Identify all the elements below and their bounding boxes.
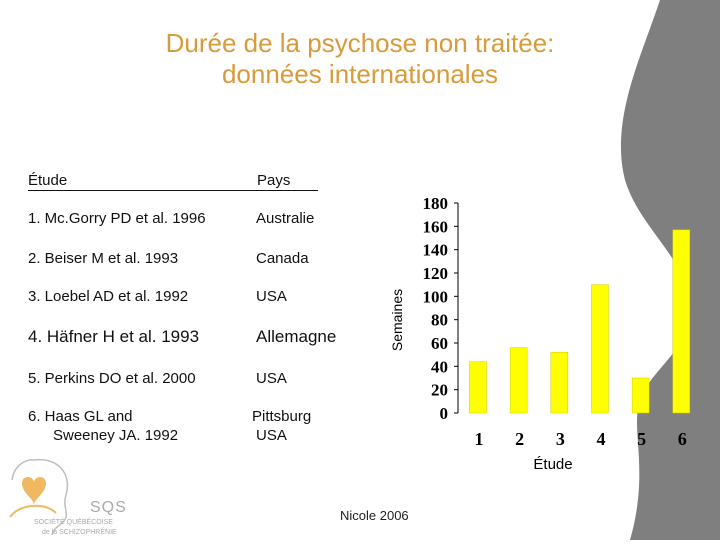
column-header-country: Pays — [250, 172, 318, 191]
bar-chart: 0 20 40 60 80 100 120 140 160 180 Semaines 1 2 3 4 5 6 Ét… — [389, 194, 691, 473]
y-tick-label: 0 — [440, 404, 449, 423]
x-tick-label: 4 — [596, 429, 605, 449]
column-header-study: Étude — [28, 172, 250, 191]
country-row-6-line-2: USA — [256, 427, 287, 444]
bar-5 — [631, 377, 650, 414]
bar-2 — [509, 347, 528, 414]
study-row-6: 6. Haas GL and Sweeney JA. 1992 — [28, 407, 178, 445]
study-row-3: 3. Loebel AD et al. 1992 — [28, 288, 189, 305]
logo-abbrev: SQS — [90, 499, 127, 516]
bar-3 — [550, 352, 569, 414]
sqs-logo: SQS SOCIÉTÉ QUÉBÉCOISE de la SCHIZOPHRÉN… — [4, 455, 164, 540]
bar-1 — [469, 361, 487, 414]
title-line-2: données internationales — [221, 59, 499, 89]
country-row-1: Australie — [256, 210, 315, 227]
country-row-6-line-1: Pittsburg — [252, 408, 312, 425]
bar-6 — [672, 229, 691, 414]
logo-line-1: SOCIÉTÉ QUÉBÉCOISE — [34, 519, 113, 526]
x-tick-label: 5 — [637, 429, 646, 449]
x-tick-label: 6 — [678, 429, 687, 449]
country-row-6: Pittsburg USA — [252, 407, 311, 445]
slide-title: Durée de la psychose non traitée: donnée… — [0, 28, 720, 90]
y-tick-label: 80 — [431, 311, 448, 330]
study-row-6-line-2: Sweeney JA. 1992 — [53, 427, 179, 444]
y-axis-label: Semaines — [389, 289, 405, 351]
y-tick-label: 60 — [431, 334, 448, 353]
x-tick-label: 3 — [556, 429, 565, 449]
x-axis-label: Étude — [533, 456, 572, 473]
y-tick-label: 40 — [431, 357, 448, 376]
x-tick-label: 2 — [515, 429, 524, 449]
y-tick-label: 20 — [431, 381, 448, 400]
heart-icon — [22, 477, 46, 505]
y-tick-label: 180 — [423, 194, 449, 213]
logo-line-2: de la SCHIZOPHRÉNIE — [42, 529, 117, 536]
country-row-2: Canada — [256, 250, 309, 267]
study-row-6-line-1: 6. Haas GL and — [28, 408, 133, 425]
y-tick-label: 120 — [423, 264, 449, 283]
study-row-2: 2. Beiser M et al. 1993 — [28, 250, 179, 267]
title-line-1: Durée de la psychose non traitée: — [165, 28, 555, 58]
bar-4 — [591, 284, 609, 414]
x-tick-label: 1 — [475, 429, 484, 449]
y-tick-label: 100 — [423, 287, 449, 306]
study-row-5: 5. Perkins DO et al. 2000 — [28, 370, 196, 387]
study-row-4: 4. Häfner H et al. 1993 — [28, 327, 200, 346]
y-tick-label: 140 — [423, 241, 449, 260]
country-row-4: Allemagne — [256, 327, 337, 346]
study-row-1: 1. Mc.Gorry PD et al. 1996 — [28, 210, 206, 227]
y-tick-label: 160 — [423, 217, 449, 236]
country-row-3: USA — [256, 288, 287, 305]
country-row-5: USA — [256, 370, 287, 387]
credit-text: Nicole 2006 — [340, 508, 409, 523]
logo-profile-icon — [9, 459, 69, 536]
